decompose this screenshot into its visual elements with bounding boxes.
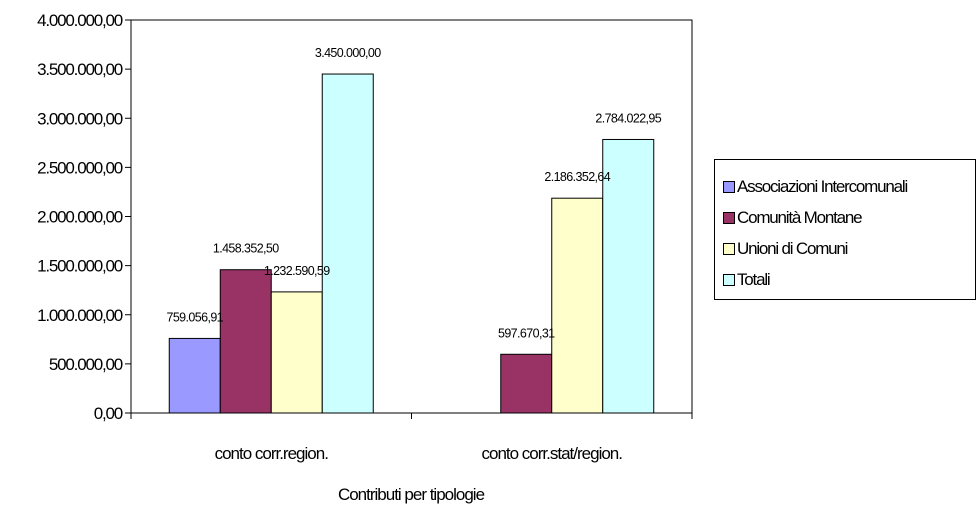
y-tick-label: 4.000.000,00 <box>37 11 123 30</box>
y-tick-label: 2.500.000,00 <box>37 158 123 177</box>
data-label: 1.458.352,50 <box>213 242 279 256</box>
x-category-label: conto corr.region. <box>215 444 329 463</box>
legend-item: Associazioni Intercomunali <box>723 176 908 198</box>
x-category-label: conto corr.stat/region. <box>482 444 623 463</box>
y-tick-label: 1.000.000,00 <box>37 306 123 325</box>
bar-totali-2 <box>602 138 655 414</box>
y-axis: 0,00 500.000,00 1.000.000,00 1.500.000,00 2.… <box>37 11 131 423</box>
y-tick-label: 3.000.000,00 <box>37 109 123 128</box>
x-axis: conto corr.region. conto corr.stat/region… <box>130 413 693 463</box>
legend-item: Comunità Montane <box>723 207 863 229</box>
legend-item: Unioni di Comuni <box>723 238 848 260</box>
y-tick-label: 1.500.000,00 <box>37 257 123 276</box>
bar-unioni-di-comuni-2 <box>551 197 604 414</box>
bar-associazioni-intercomunali-1 <box>168 337 221 414</box>
legend-label: Comunità Montane <box>737 208 863 227</box>
legend-label: Totali <box>737 270 771 289</box>
bar-comunit-montane-2 <box>500 353 553 414</box>
data-label: 597.670,31 <box>498 326 555 340</box>
data-label: 3.450.000,00 <box>315 46 381 60</box>
legend-label: Associazioni Intercomunali <box>737 177 908 196</box>
y-tick-label: 0,00 <box>94 404 123 423</box>
data-label: 759.056,91 <box>166 310 223 324</box>
bar-totali-1 <box>321 73 374 414</box>
y-tick-label: 500.000,00 <box>49 355 123 374</box>
bar-unioni-di-comuni-1 <box>270 291 323 414</box>
legend-swatch <box>723 181 735 193</box>
data-labels: 759.056,91 1.458.352,50 1.232.590,59 3.450.… <box>166 46 662 340</box>
data-label: 1.232.590,59 <box>264 264 330 278</box>
data-label: 2.186.352,64 <box>544 170 610 184</box>
legend-label: Unioni di Comuni <box>737 239 848 258</box>
legend-swatch <box>723 243 735 255</box>
legend: Associazioni Intercomunali Comunità Monta… <box>714 159 976 300</box>
y-tick-label: 3.500.000,00 <box>37 60 123 79</box>
data-label: 2.784.022,95 <box>595 111 661 125</box>
legend-swatch <box>723 274 735 286</box>
legend-swatch <box>723 212 735 224</box>
bar-comunit-montane-1 <box>219 269 272 414</box>
legend-item: Totali <box>723 269 771 291</box>
y-tick-label: 2.000.000,00 <box>37 208 123 227</box>
x-axis-title: Contributi per tipologie <box>338 485 485 504</box>
bars <box>168 73 655 414</box>
